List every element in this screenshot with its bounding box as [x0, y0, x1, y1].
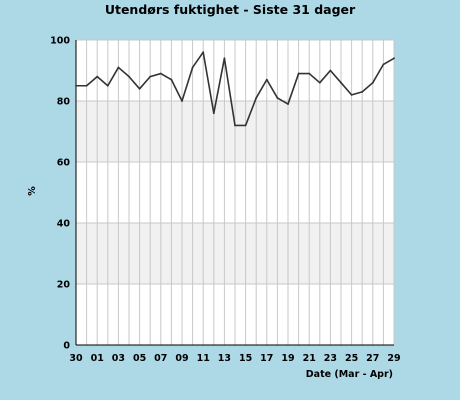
- x-tick-label: 01: [91, 353, 104, 364]
- x-tick-label: 11: [197, 353, 210, 364]
- x-tick-label: 07: [154, 353, 167, 364]
- x-tick-label: 29: [387, 353, 400, 364]
- data-point: [297, 72, 300, 75]
- data-point: [308, 72, 311, 75]
- data-point: [255, 97, 258, 99]
- data-point: [361, 90, 364, 93]
- x-axis-label: Date (Mar - Apr): [306, 369, 393, 380]
- y-tick-label: 80: [57, 97, 71, 108]
- data-point: [191, 66, 194, 69]
- x-tick-label: 03: [112, 353, 125, 364]
- x-tick-label: 13: [218, 353, 231, 364]
- x-tick-label: 19: [281, 353, 294, 364]
- chart-title: Utendørs fuktighet - Siste 31 dager: [105, 2, 356, 17]
- y-tick-label: 100: [50, 36, 70, 47]
- data-point: [371, 81, 374, 84]
- y-tick-label: 0: [63, 341, 70, 352]
- data-point: [329, 69, 332, 72]
- x-tick-label: 05: [133, 353, 146, 364]
- data-point: [138, 87, 141, 90]
- x-tick-label: 30: [69, 353, 83, 364]
- x-tick-label: 27: [366, 353, 379, 364]
- y-axis-label: %: [27, 186, 38, 196]
- data-point: [223, 57, 226, 60]
- data-point: [181, 100, 183, 102]
- data-point: [350, 94, 353, 96]
- y-tick-label: 20: [57, 280, 71, 291]
- data-point: [318, 81, 321, 84]
- data-point: [128, 75, 130, 78]
- data-point: [106, 84, 109, 87]
- data-point: [276, 97, 279, 99]
- data-point: [75, 84, 77, 87]
- plot-area: 0 20 40 60 80 100 30 01 03 05 07 09 11 13 15 17 19 21 23 25…: [50, 36, 400, 365]
- data-point: [170, 78, 173, 81]
- data-point: [159, 72, 162, 75]
- data-point: [382, 63, 385, 66]
- data-point: [393, 57, 395, 60]
- data-point: [85, 84, 88, 87]
- data-point: [244, 124, 247, 127]
- y-tick-label: 40: [57, 219, 71, 230]
- x-tick-label: 15: [239, 353, 252, 364]
- x-tick-label: 17: [260, 353, 273, 364]
- data-point: [212, 112, 215, 115]
- data-point: [202, 51, 205, 54]
- data-point: [234, 124, 236, 127]
- data-point: [287, 103, 289, 105]
- data-point: [149, 75, 152, 78]
- x-tick-label: 25: [345, 353, 358, 364]
- data-point: [117, 66, 120, 69]
- x-tick-label: 23: [324, 353, 337, 364]
- data-point: [340, 81, 342, 84]
- x-tick-label: 09: [175, 353, 188, 364]
- data-point: [265, 78, 268, 81]
- data-point: [96, 75, 99, 78]
- y-tick-label: 60: [57, 158, 71, 169]
- x-tick-label: 21: [303, 353, 316, 364]
